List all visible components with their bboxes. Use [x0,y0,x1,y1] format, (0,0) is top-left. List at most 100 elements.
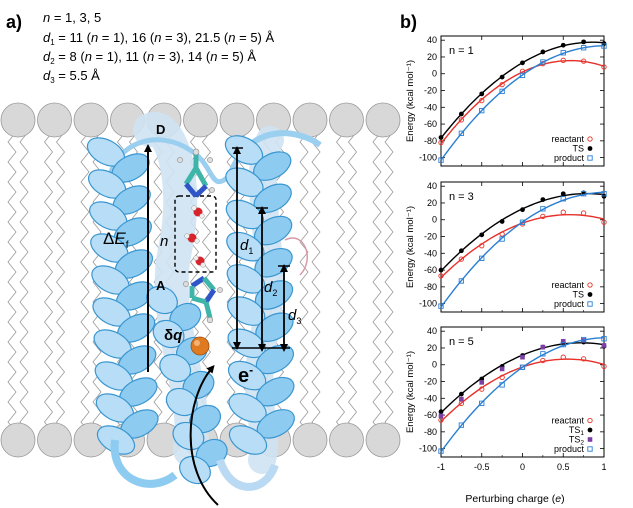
lipid-head [292,102,328,138]
data-point [438,448,444,454]
data-point [479,386,485,392]
legend-marker [587,292,593,297]
bottom-loop [110,439,178,488]
lipid-tail [384,121,394,433]
legend-marker [587,446,593,452]
data-point [499,88,505,95]
data-point [458,111,464,117]
lipid-head [73,102,109,138]
legend-label: product [554,444,585,454]
data-point [580,210,587,216]
data-point [479,97,485,104]
data-point [479,255,485,261]
data-point [581,39,587,45]
data-point [479,91,485,97]
legend-marker [587,136,593,142]
delta-q-label: δq [164,327,182,344]
data-point [580,336,587,343]
energy-charts: -100 -80 -60 -40 -20 0 20 40 Energy (kcal mol⁻¹)… [405,35,607,472]
x-axis-title: Perturbing charge (e) [465,493,564,505]
water-count-label: n [160,233,168,250]
data-point [519,72,526,79]
water-molecules [184,205,206,268]
data-point [458,117,465,123]
data-point [540,213,546,220]
y-tick-label: -20 [424,377,437,387]
legend-label: TS [572,144,584,154]
legend-marker [587,301,593,307]
helix-left [86,137,159,455]
data-point [601,43,607,49]
helix-turn [96,425,136,455]
data-point [520,60,525,66]
y-tick-label: -60 [424,119,437,129]
legend-label: TS1 [569,425,585,437]
x-tick-label: 0 [520,462,525,472]
lipid-tail [55,121,66,433]
side-loop [284,237,308,276]
data-point [580,191,587,197]
chart-title: n = 5 [449,336,474,348]
x-tick-label: -0.5 [474,462,490,472]
legend-label: reactant [551,280,584,290]
y-tick-label: -60 [424,410,437,420]
data-point [601,191,607,197]
y-tick-label: -40 [424,248,437,258]
data-point [560,196,566,202]
data-point [601,336,607,342]
data-point [499,231,505,237]
d3-label: d3 [288,307,301,326]
energy-chart: -100 -80 -60 -40 -20 0 20 40 -1 -0.5 0 0.5 1 Energy (… [405,326,607,472]
donor-label: D [156,122,165,137]
lipid-head [365,422,401,458]
y-tick-label: 40 [427,181,437,191]
y-axis-title: Energy (kcal mol⁻¹) [405,206,416,288]
y-tick-label: -40 [424,102,437,112]
helix-turn [228,425,268,455]
lipid-head [329,102,364,138]
y-tick-label: -80 [424,282,437,292]
arrows [144,144,290,506]
lipid-tail [347,121,358,433]
y-tick-label: -40 [424,393,437,403]
data-point [560,338,566,344]
info-line-d3: d3 = 5.5 Å [43,68,100,85]
data-point [438,413,444,419]
helix-turn [179,455,211,485]
panel-a-label: a) [6,12,22,32]
fit-curve [440,192,605,272]
data-point [438,267,444,273]
legend-marker [587,155,593,161]
lipid-head [183,102,218,138]
lipid-tail [372,121,382,433]
data-point [458,256,465,262]
electron-path-arrow [189,364,219,506]
x-tick-label: 0.5 [557,462,570,472]
data-point [540,357,546,364]
legend-label: TS2 [569,435,585,447]
helix-middle [146,285,228,485]
y-tick-label: 40 [427,35,437,45]
bottom-loop-2 [216,458,279,491]
legend-label: product [554,153,585,163]
lipid-head [329,422,364,458]
y-tick-label: 0 [432,69,437,79]
lipid-head [37,102,72,138]
info-line-d1: d1 = 11 (n = 1), 16 (n = 3), 21.5 (n = 5… [43,30,274,47]
data-point [519,364,526,370]
x-tick-label: -1 [437,462,445,472]
data-point [560,191,566,197]
lipid-tail [43,121,54,433]
y-tick-label: 20 [427,52,437,62]
y-tick-label: -100 [419,299,437,309]
data-point [458,278,465,284]
info-line-d2: d2 = 8 (n = 1), 11 (n = 3), 14 (n = 5) Å [43,49,256,66]
data-point [560,341,566,348]
data-point [540,206,546,212]
chart-title: n = 3 [449,191,474,203]
x-tick-label: 1 [601,462,606,472]
data-point [519,219,526,225]
data-point [540,49,546,55]
data-point [499,81,505,88]
lipid-head [292,422,328,458]
